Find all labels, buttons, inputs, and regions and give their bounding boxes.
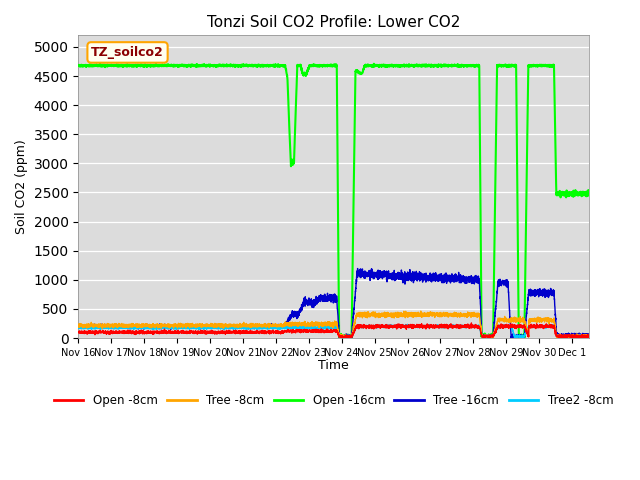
Open -8cm <box>167 328 175 334</box>
Tree2 -8cm <box>556 335 563 341</box>
Tree -8cm <box>381 312 388 318</box>
Open -8cm <box>455 323 463 328</box>
Tree2 -8cm <box>406 324 414 330</box>
Y-axis label: Soil CO2 (ppm): Soil CO2 (ppm) <box>15 139 28 234</box>
Tree2 -8cm <box>167 325 175 331</box>
Open -16cm <box>269 62 277 68</box>
Tree2 -8cm <box>381 323 388 328</box>
Tree -16cm <box>494 279 502 285</box>
Line: Tree -8cm: Tree -8cm <box>79 311 589 339</box>
Tree -16cm <box>269 325 277 331</box>
Tree -16cm <box>354 265 362 271</box>
Tree -8cm <box>75 322 83 328</box>
Tree2 -8cm <box>75 325 83 331</box>
Open -8cm <box>406 324 414 330</box>
Open -8cm <box>381 324 388 330</box>
Tree -16cm <box>348 337 355 343</box>
Tree -16cm <box>167 323 175 328</box>
Line: Open -16cm: Open -16cm <box>79 64 589 339</box>
Open -8cm <box>494 323 502 329</box>
Line: Tree -16cm: Tree -16cm <box>79 268 589 340</box>
Open -16cm <box>381 63 388 69</box>
Tree2 -8cm <box>585 334 593 339</box>
Open -8cm <box>468 320 476 326</box>
Line: Tree2 -8cm: Tree2 -8cm <box>79 324 589 338</box>
Open -8cm <box>269 330 277 336</box>
X-axis label: Time: Time <box>318 359 349 372</box>
Legend: Open -8cm, Tree -8cm, Open -16cm, Tree -16cm, Tree2 -8cm: Open -8cm, Tree -8cm, Open -16cm, Tree -… <box>49 389 618 412</box>
Open -16cm <box>486 336 494 342</box>
Tree -8cm <box>585 334 593 339</box>
Title: Tonzi Soil CO2 Profile: Lower CO2: Tonzi Soil CO2 Profile: Lower CO2 <box>207 15 460 30</box>
Tree -16cm <box>75 324 83 330</box>
Tree -8cm <box>406 312 414 317</box>
Tree -16cm <box>406 276 414 281</box>
Tree -8cm <box>455 312 463 318</box>
Line: Open -8cm: Open -8cm <box>79 323 589 338</box>
Tree2 -8cm <box>269 324 277 330</box>
Tree -8cm <box>494 318 502 324</box>
Open -16cm <box>370 61 378 67</box>
Open -16cm <box>75 62 83 68</box>
Tree2 -8cm <box>494 324 502 330</box>
Tree -16cm <box>381 273 388 278</box>
Tree -16cm <box>585 332 593 337</box>
Tree -8cm <box>269 323 277 328</box>
Open -16cm <box>455 63 463 69</box>
Open -16cm <box>585 192 593 198</box>
Open -8cm <box>585 335 593 340</box>
Tree -8cm <box>553 336 561 342</box>
Tree -8cm <box>167 323 175 329</box>
Tree2 -8cm <box>404 322 412 327</box>
Tree -16cm <box>456 276 463 281</box>
Text: TZ_soilco2: TZ_soilco2 <box>91 46 164 59</box>
Open -16cm <box>406 62 414 68</box>
Open -16cm <box>167 62 175 68</box>
Open -8cm <box>570 336 577 341</box>
Tree -8cm <box>417 308 424 314</box>
Tree2 -8cm <box>455 324 463 329</box>
Open -8cm <box>75 329 83 335</box>
Open -16cm <box>494 62 502 68</box>
